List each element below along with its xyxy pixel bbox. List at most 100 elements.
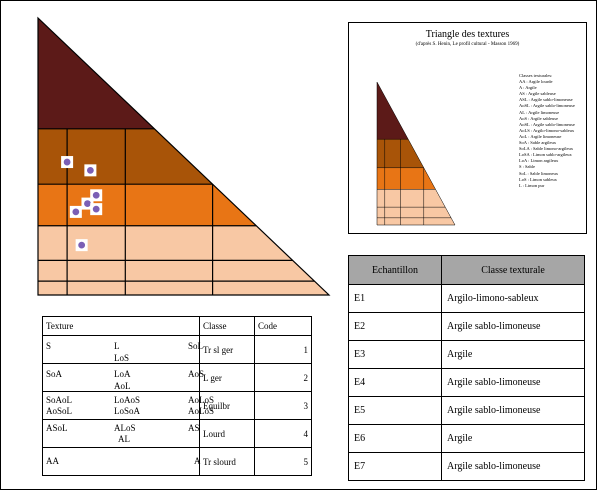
texture-code: A <box>194 456 201 466</box>
texture-header: Texture <box>42 316 200 336</box>
sample-point-marker <box>91 190 102 201</box>
texture-code: AoLoS <box>188 406 215 416</box>
classe-header: Classe <box>199 316 255 336</box>
triangle-outline <box>37 16 331 296</box>
sample-cell: E2 <box>348 312 442 341</box>
inset-grid <box>376 81 456 226</box>
inset-legend-item: SoLA : Sable limono-argileux <box>519 146 574 152</box>
code-cell: 3 <box>254 391 312 420</box>
triangle-outline <box>376 81 456 226</box>
inset-subtitle: (d'après S. Henin, Le profil cultural - … <box>415 42 520 47</box>
inset-legend-item: AL : Argile limoneuse <box>519 109 560 115</box>
sample-points <box>61 156 103 252</box>
result-row: E3 Argile <box>348 340 585 369</box>
texture-code: S <box>46 341 52 351</box>
texture-zone-2 <box>377 167 436 190</box>
sample-point-marker <box>70 206 81 217</box>
result-row: E2 Argile sablo-limoneuse <box>348 312 585 341</box>
texture-cell: SoAoL LoAoS AoLoS AoSoL LoSoA AoLoS <box>42 391 214 420</box>
texture-row: SoA LoA AoS AoL L ger 2 <box>42 363 312 392</box>
class-cell: Argile sablo-limoneuse <box>441 452 585 481</box>
texture-row: ASoL ALoS AS AL Lourd 4 <box>42 419 312 448</box>
classe-cell: Tr slourd <box>199 447 255 476</box>
triangle-grid <box>37 16 331 296</box>
inset-reference-triangle: Triangle des textures (d'après S. Henin,… <box>348 22 587 234</box>
texture-zone-0 <box>38 260 329 295</box>
result-row: E7 Argile sablo-limoneuse <box>348 452 585 481</box>
result-row: E5 Argile sablo-limoneuse <box>348 396 585 425</box>
sample-cell: E1 <box>348 284 442 313</box>
code-header: Code <box>254 316 312 336</box>
code-cell: 4 <box>254 419 312 448</box>
inset-legend-item: LoSA : Limon sablo-argileux <box>519 152 572 158</box>
sample-cell: E7 <box>348 452 442 481</box>
sample-header: Echantillon <box>348 255 442 285</box>
class-header: Classe texturale <box>441 255 585 285</box>
inset-legend-item: AS : Argile sableuse <box>519 91 556 97</box>
classe-cell: Lourd <box>199 419 255 448</box>
inset-legend-item: LoS : Limon sableux <box>519 176 557 182</box>
texture-zone-0 <box>377 207 455 225</box>
texture-code: SoL <box>188 341 204 351</box>
texture-row: SoAoL LoAoS AoLoS AoSoL LoSoA AoLoS Equilbr 3 <box>42 391 312 420</box>
texture-zone-1 <box>377 189 446 208</box>
inset-legend-item: L : Limon pur <box>519 182 545 188</box>
inset-legend-item: LoA : Limon argileux <box>519 158 559 164</box>
texture-cell: ASoL ALoS AS AL <box>42 419 200 448</box>
inset-legend-item: AoSL : Argile sablo-limoneuse <box>519 103 575 109</box>
inset-triangle <box>376 81 456 226</box>
code-cell: 1 <box>254 335 312 364</box>
texture-code: AoL <box>114 381 131 391</box>
inset-legend-item: AoS : Argile sableuse <box>519 115 559 121</box>
inset-legend-item: Classes texturales: <box>519 73 553 78</box>
texture-code: AA <box>46 456 59 466</box>
inset-legend-item: SoA : Sable argileux <box>519 140 557 146</box>
inset-title: Triangle des textures <box>425 29 510 40</box>
texture-class-table: Texture Classe Code S L SoL LoS Tr sl ger 1 So… <box>42 316 312 476</box>
result-row: E6 Argile <box>348 424 585 453</box>
texture-cell: S L SoL LoS <box>42 335 204 364</box>
texture-code: AS <box>188 423 200 433</box>
code-cell: 5 <box>254 447 312 476</box>
inset-legend-item: ASL : Argile sablo-limoneuse <box>519 97 573 103</box>
classe-cell: Equilbr <box>199 391 255 420</box>
class-cell: Argile <box>441 424 585 453</box>
sample-cell: E4 <box>348 368 442 397</box>
texture-code: LoA <box>114 369 131 379</box>
texture-code: SoA <box>46 369 63 379</box>
texture-code: ALoS <box>114 423 136 433</box>
texture-code: AoS <box>188 369 205 379</box>
results-table: Echantillon Classe texturale E1 Argilo-li… <box>348 255 585 481</box>
texture-cell: SoA LoA AoS AoL <box>42 363 204 392</box>
inset-legend-item: AoL : Argile limoneuse <box>519 133 562 139</box>
result-row: E1 Argilo-limono-sableux <box>348 284 585 313</box>
texture-code: LoSoA <box>114 406 141 416</box>
texture-code: SoAoL <box>46 395 73 405</box>
inset-legend-item: SoL : Sable limoneux <box>519 170 558 176</box>
class-cell: Argile sablo-limoneuse <box>441 368 585 397</box>
texture-cell: AA A <box>42 447 201 476</box>
inset-legend-item: A : Argile <box>519 85 537 91</box>
class-cell: Argile sablo-limoneuse <box>441 312 585 341</box>
sample-cell: E3 <box>348 340 442 369</box>
texture-code: AoSoL <box>46 406 73 416</box>
texture-code: ASoL <box>46 423 68 433</box>
texture-code: L <box>114 341 120 351</box>
code-cell: 2 <box>254 363 312 392</box>
texture-code: LoS <box>114 353 130 363</box>
texture-code: AoLoS <box>188 395 215 405</box>
texture-zone-1 <box>38 225 293 261</box>
inset-legend-item: S : Sable <box>519 164 536 170</box>
class-cell: Argile sablo-limoneuse <box>441 396 585 425</box>
sample-cell: E6 <box>348 424 442 453</box>
classe-cell: L ger <box>199 363 255 392</box>
classe-cell: Tr sl ger <box>199 335 255 364</box>
texture-zone-2 <box>38 184 257 226</box>
class-cell: Argile <box>441 340 585 369</box>
inset-legend-item: AoLS : Argilo-limono-sableux <box>519 127 575 133</box>
sample-point-marker <box>85 165 96 176</box>
texture-row: S L SoL LoS Tr sl ger 1 <box>42 335 312 364</box>
sample-point-marker <box>91 204 102 215</box>
inset-legend-item: AA : Argile lourde <box>519 79 553 85</box>
